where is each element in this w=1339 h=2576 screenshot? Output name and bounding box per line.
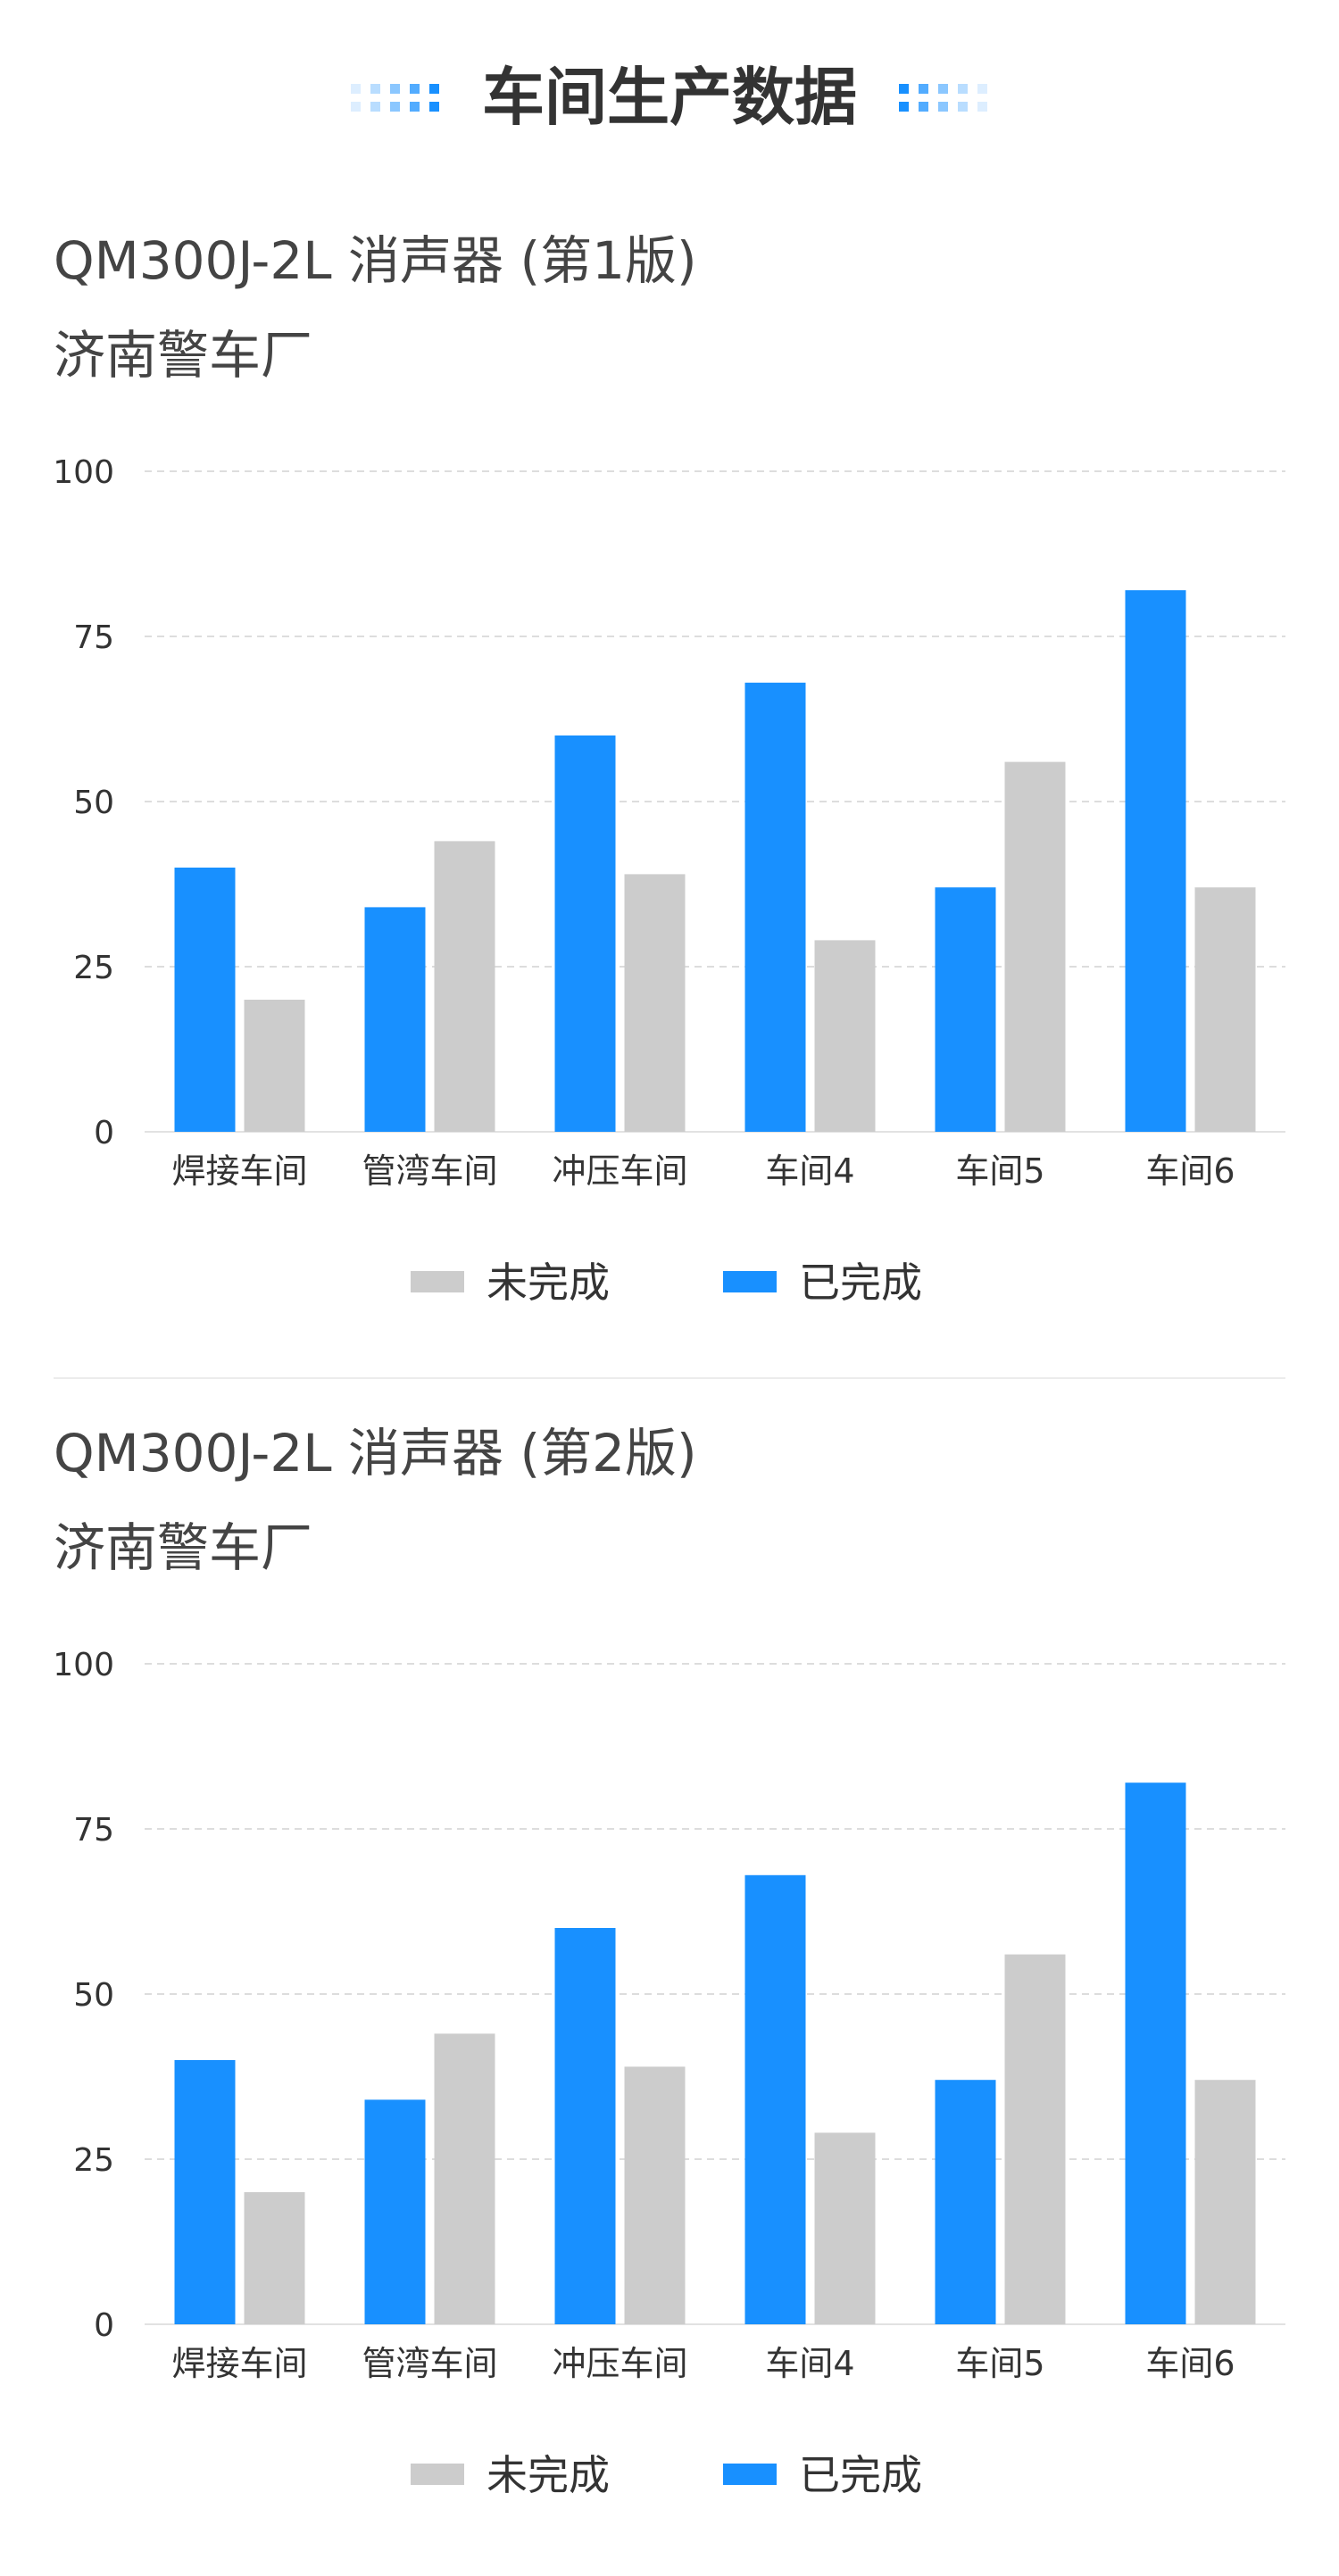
bar-incomplete — [1194, 2080, 1256, 2324]
x-tick-label: 焊接车间 — [171, 1151, 307, 1191]
bar-completed — [554, 1928, 616, 2324]
bar-incomplete — [434, 2033, 495, 2324]
bar-incomplete — [1004, 1954, 1066, 2324]
chart-section-2: QM300J-2L 消声器 (第2版) 济南警车厂 0 25 50 75 100 焊接车间… — [0, 1192, 1339, 2567]
legend-swatch — [723, 2464, 777, 2485]
legend-swatch — [411, 1271, 464, 1292]
header-right-decoration-icon — [899, 84, 987, 112]
x-tick-label: 冲压车间 — [552, 2344, 687, 2383]
bar-completed — [174, 868, 236, 1132]
bar-incomplete — [814, 2132, 876, 2324]
y-tick-label: 50 — [73, 1977, 114, 2014]
bar-completed — [174, 2060, 236, 2324]
bar-incomplete — [434, 841, 495, 1132]
bar-incomplete — [814, 940, 876, 1132]
bar-completed — [364, 2099, 426, 2324]
legend-label: 已完成 — [799, 1259, 922, 1307]
page-header: 车间生产数据 — [0, 55, 1339, 140]
x-tick-label: 车间6 — [1145, 2344, 1235, 2383]
bar-completed — [554, 735, 616, 1132]
bar-incomplete — [244, 1000, 305, 1132]
y-tick-label: 0 — [94, 1115, 114, 1151]
section-divider — [54, 1377, 1285, 1379]
bar-completed — [744, 1874, 806, 2324]
chart-title: QM300J-2L 消声器 (第2版) — [54, 1423, 697, 1483]
x-tick-label: 车间4 — [765, 1151, 854, 1191]
x-tick-label: 车间5 — [955, 1151, 1044, 1191]
x-tick-label: 管湾车间 — [362, 1151, 497, 1191]
bar-completed — [744, 682, 806, 1132]
legend-label: 已完成 — [799, 2451, 922, 2499]
bar-chart-2: 0 25 50 75 100 焊接车间 管湾车间 冲压车间 车间4 车间5 车间6 未完成 已完成 — [53, 1647, 1285, 2499]
y-tick-label: 100 — [53, 1647, 114, 1683]
chart-title: QM300J-2L 消声器 (第1版) — [54, 230, 697, 291]
header-left-decoration-icon — [351, 84, 439, 112]
y-tick-label: 25 — [73, 2142, 114, 2179]
x-tick-label: 管湾车间 — [362, 2344, 497, 2383]
x-tick-label: 车间6 — [1145, 1151, 1235, 1191]
chart-section-1: QM300J-2L 消声器 (第1版) 济南警车厂 0 25 50 75 100 焊接车间… — [53, 230, 1285, 1307]
y-tick-label: 100 — [53, 454, 114, 491]
legend-swatch — [411, 2464, 464, 2485]
y-tick-label: 50 — [73, 785, 114, 821]
bar-completed — [1125, 1782, 1186, 2324]
bar-incomplete — [1004, 761, 1066, 1132]
chart-subtitle: 济南警车厂 — [54, 1517, 313, 1578]
y-tick-label: 0 — [94, 2307, 114, 2344]
bar-incomplete — [244, 2192, 305, 2324]
bar-incomplete — [1194, 887, 1256, 1132]
legend-swatch — [723, 1271, 777, 1292]
y-tick-label: 75 — [73, 1812, 114, 1849]
x-tick-label: 焊接车间 — [171, 2344, 307, 2383]
bar-completed — [935, 2080, 996, 2324]
chart-subtitle: 济南警车厂 — [54, 325, 313, 386]
bar-incomplete — [624, 874, 686, 1132]
bar-completed — [1125, 590, 1186, 1132]
bar-completed — [364, 907, 426, 1132]
y-tick-label: 75 — [73, 619, 114, 656]
bar-incomplete — [624, 2066, 686, 2324]
y-tick-label: 25 — [73, 950, 114, 986]
bar-completed — [935, 887, 996, 1132]
x-tick-label: 车间4 — [765, 2344, 854, 2383]
x-tick-label: 车间5 — [955, 2344, 1044, 2383]
page-title: 车间生产数据 — [482, 61, 857, 134]
legend-label: 未完成 — [487, 1259, 610, 1307]
x-tick-label: 冲压车间 — [552, 1151, 687, 1191]
legend-label: 未完成 — [487, 2451, 610, 2499]
bar-chart-1: 0 25 50 75 100 焊接车间 管湾车间 冲压车间 车间4 车间5 车间6 未完成 已完成 — [53, 454, 1285, 1307]
